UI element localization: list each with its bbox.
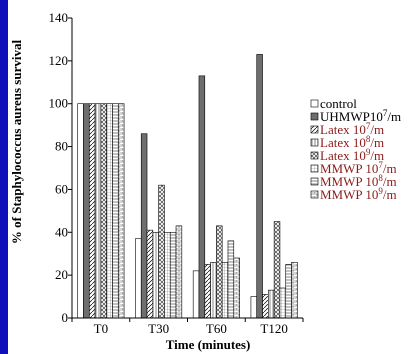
bar-t0-series-5 bbox=[100, 103, 107, 319]
bar-t60-series-3 bbox=[204, 264, 211, 319]
legend-swatch bbox=[310, 138, 319, 147]
bar-t30-series-7 bbox=[169, 231, 177, 319]
bar-t60-series-1 bbox=[192, 270, 200, 319]
y-tick-label: 40 bbox=[55, 224, 68, 239]
bar-t0-series-6 bbox=[106, 103, 113, 319]
legend-label: UHMWP107/m bbox=[320, 108, 401, 124]
bar-t30-series-3 bbox=[146, 229, 154, 319]
bar-t120-series-4 bbox=[268, 289, 275, 319]
bar-t60-series-8 bbox=[233, 257, 240, 319]
bar-t30-series-2 bbox=[140, 133, 148, 319]
x-tick-label: T120 bbox=[260, 321, 287, 336]
bar-t120-series-3 bbox=[262, 294, 269, 319]
x-tick-label: T0 bbox=[94, 321, 108, 336]
chart-panel: 0 20 40 60 80 100 120 140 T0 T30 T60 T120 % of Sta… bbox=[8, 0, 411, 354]
bar-t60-series-5 bbox=[216, 225, 223, 319]
bar-t120-series-8 bbox=[291, 261, 298, 319]
x-axis-ticks: T0 T30 T60 T120 bbox=[71, 318, 304, 336]
y-tick-label: 120 bbox=[49, 53, 69, 68]
bar-t0-series-3 bbox=[88, 103, 96, 319]
y-axis-ticks: 0 20 40 60 80 100 120 140 bbox=[49, 10, 72, 325]
bar-t120-series-6 bbox=[279, 287, 287, 319]
y-axis-title: % of Staphylococcus aureus survival bbox=[9, 40, 24, 245]
legend-swatch bbox=[310, 151, 319, 160]
bar-t120-series-7 bbox=[285, 264, 292, 319]
legend-label: Latex 109/m bbox=[320, 147, 384, 163]
bar-t0-series-7 bbox=[112, 103, 119, 319]
bar-t120-series-5 bbox=[273, 221, 281, 319]
y-tick-label: 80 bbox=[55, 139, 68, 154]
x-axis-title: Time (minutes) bbox=[166, 337, 251, 352]
legend-swatch bbox=[310, 99, 319, 108]
y-tick-label: 60 bbox=[55, 181, 68, 196]
bar-t30-series-6 bbox=[164, 231, 171, 319]
legend-label: MMWP 109/m bbox=[320, 186, 397, 202]
y-tick-label: 140 bbox=[49, 10, 69, 25]
y-tick-label: 20 bbox=[55, 267, 68, 282]
bars-group bbox=[77, 54, 298, 319]
bar-t60-series-7 bbox=[227, 240, 235, 319]
bar-t30-series-4 bbox=[152, 231, 159, 319]
bar-t30-series-5 bbox=[158, 184, 165, 319]
bar-t60-series-4 bbox=[210, 261, 217, 319]
x-tick-label: T60 bbox=[206, 321, 227, 336]
bar-t120-series-1 bbox=[250, 296, 258, 319]
y-tick-label: 100 bbox=[49, 96, 69, 111]
legend-swatch bbox=[310, 190, 319, 199]
bar-chart: 0 20 40 60 80 100 120 140 T0 T30 T60 T120 % of Sta… bbox=[9, 10, 401, 352]
legend-label: control bbox=[320, 96, 357, 111]
bar-t120-series-2 bbox=[256, 54, 263, 319]
legend-label: MMWP 108/m bbox=[320, 173, 397, 189]
x-tick-label: T30 bbox=[148, 321, 169, 336]
legend-label: Latex 107/m bbox=[320, 121, 384, 137]
bar-t0-series-2 bbox=[83, 103, 90, 319]
legend-label: MMWP 107/m bbox=[320, 160, 397, 176]
y-tick-label: 0 bbox=[62, 310, 69, 325]
legend-label: Latex 108/m bbox=[320, 134, 384, 150]
bar-t0-series-1 bbox=[77, 103, 84, 319]
legend-swatch bbox=[310, 164, 319, 173]
legend-swatch bbox=[310, 125, 319, 134]
bar-t30-series-8 bbox=[175, 225, 183, 319]
bar-t30-series-1 bbox=[135, 238, 142, 319]
bar-t60-series-6 bbox=[221, 261, 229, 319]
legend-swatch bbox=[310, 112, 319, 121]
bar-t0-series-4 bbox=[94, 103, 102, 319]
legend-swatch bbox=[310, 177, 319, 186]
bar-t0-series-8 bbox=[117, 103, 125, 319]
bar-t60-series-2 bbox=[198, 75, 206, 319]
